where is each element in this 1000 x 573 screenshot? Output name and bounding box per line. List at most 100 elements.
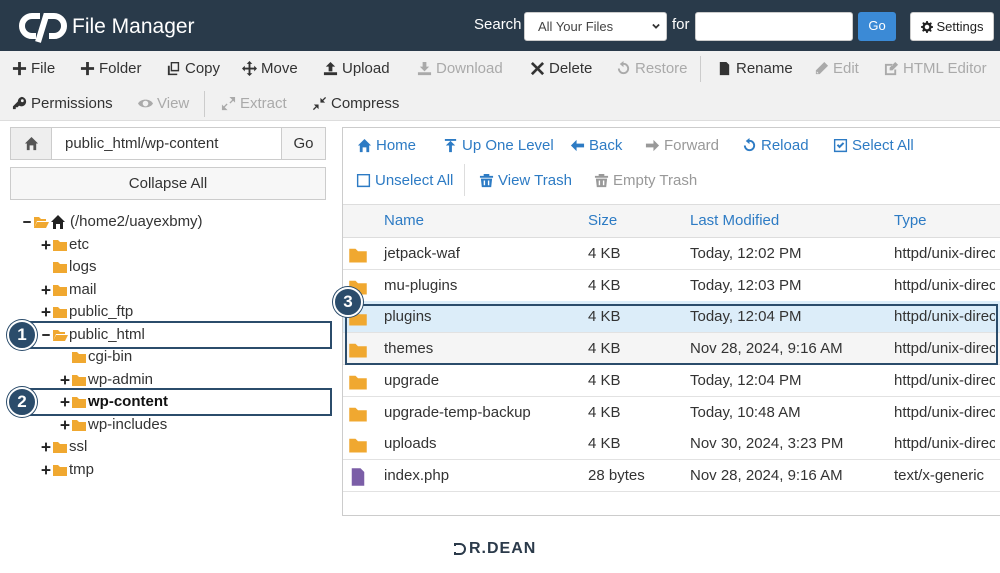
button-label: Extract [240,94,287,112]
button-label: Go [293,135,314,152]
icon [357,138,372,152]
icon [479,173,494,187]
nav-button[interactable]: Unselect All [356,170,453,190]
path-input[interactable]: public_html/wp-content [51,127,282,160]
icon-shape [41,307,51,317]
tree-node[interactable]: logs [0,256,330,278]
icon [617,60,630,74]
tree-label: public_ftp [69,303,134,320]
toolbar-button: Download [417,58,503,78]
file-cell: mu-plugins [384,276,458,294]
icon-shape [479,173,494,187]
file-row[interactable]: mu-plugins 4 KB Today, 12:03 PM httpd/unix-… [343,269,1000,302]
button-label: File [31,59,56,77]
annotation-box [345,304,998,365]
button-label: Go [868,18,886,33]
icon [652,23,660,29]
button-label: Empty Trash [613,171,698,189]
file-cell: Today, 12:02 PM [690,245,802,262]
tree-node[interactable]: wp-admin [0,369,330,391]
search-scope-select[interactable]: All Your Files [524,12,667,41]
toolbar-button[interactable]: Rename [717,58,793,78]
annotation-marker: 2 [7,387,37,417]
icon [41,465,51,474]
search-go-button[interactable]: Go [858,12,896,41]
search-input[interactable] [695,12,853,41]
file-row[interactable]: upgrade 4 KB Today, 12:04 PM httpd/unix-dir… [343,364,1000,397]
file-cell: Nov 30, 2024, 3:23 PM [690,435,844,453]
icon [356,173,371,187]
toolbar-button[interactable]: Move [242,58,298,78]
settings-button[interactable]: Settings [910,12,994,41]
file-cell: httpd/unix-directory [894,435,995,453]
file-cell: httpd/unix-directory [894,403,995,421]
path-go-button[interactable]: Go [281,127,326,160]
nav-button[interactable]: Reload [742,135,809,155]
file-cell: 4 KB [588,340,621,358]
file-row[interactable]: index.php 28 bytes Nov 28, 2024, 9:16 AM te… [343,459,1000,492]
icon [24,136,39,151]
button-label: View [157,94,190,112]
toolbar-button[interactable]: Folder [80,58,142,78]
tree-node[interactable]: wp-includes [0,414,330,436]
column-header: Size [588,212,618,229]
file-cell: Today, 10:48 AM [690,403,801,421]
file-cell: Nov 28, 2024, 9:16 AM [690,466,843,484]
tree-node[interactable]: etc [0,234,330,256]
tree-node[interactable]: public_ftp [0,301,330,323]
toolbar-bar [0,51,1000,121]
toolbar-button[interactable]: Delete [530,58,592,78]
file-row[interactable]: plugins 4 KB Today, 12:04 PM httpd/unix-dir… [343,301,1000,334]
toolbar-button[interactable]: Permissions [12,93,113,113]
toolbar-button[interactable]: Upload [323,58,390,78]
file-cell: httpd/unix-directory [894,276,995,294]
tree-label: logs [69,258,97,275]
nav-button[interactable]: Select All [833,135,914,155]
icon [53,442,67,453]
tree-node[interactable]: (/home2/uayexbmy) [0,211,330,233]
button-label: Restore [635,59,688,77]
icon [167,61,180,75]
tree-label: mail [69,280,97,298]
tree-node[interactable]: public_html [0,324,330,346]
icon-shape [417,61,432,75]
tree-node[interactable]: cgi-bin [0,346,330,368]
nav-button[interactable]: View Trash [479,170,572,190]
nav-separator [464,164,465,196]
nav-button[interactable]: Back [570,135,622,155]
icon-shape [221,96,236,110]
file-row[interactable]: upgrade-temp-backup 4 KB Today, 10:48 AM ht… [343,396,1000,429]
icon [72,397,86,408]
file-cell: 4 KB [588,435,621,453]
toolbar-button[interactable]: Compress [312,93,399,113]
tree-node[interactable]: mail [0,279,330,301]
nav-button[interactable]: Home [357,135,416,155]
icon [349,438,367,453]
toolbar-button[interactable]: File [12,58,55,78]
icon-shape [349,248,367,263]
file-row[interactable]: jetpack-waf 4 KB Today, 12:02 PM httpd/unix… [343,238,1000,270]
toolbar-button[interactable]: Copy [166,58,220,78]
tree-node[interactable]: wp-content [0,391,330,413]
tree-label: ssl [69,438,88,455]
icon [72,374,86,386]
file-row[interactable]: themes 4 KB Nov 28, 2024, 9:16 AM httpd/uni… [343,333,1000,366]
nav-button[interactable]: Up One Level [443,135,554,155]
icon-shape [53,239,67,251]
button-label: Compress [331,94,400,112]
file-row[interactable]: uploads 4 KB Nov 30, 2024, 3:23 PM httpd/un… [343,428,1000,461]
icon [417,61,432,75]
collapse-all-button[interactable]: Collapse All [10,167,326,200]
button-label: Move [261,59,298,77]
tree-label: tmp [69,460,95,478]
icon-shape [53,284,67,296]
toolbar-button: Restore [616,58,688,78]
icon [53,262,67,273]
for-label: for [672,16,690,33]
icon-shape [12,61,27,75]
home-path-button[interactable] [10,127,52,160]
button-label: Home [376,136,417,154]
tree-node[interactable]: ssl [0,436,330,458]
tree-node[interactable]: tmp [0,459,330,481]
icon [41,307,51,317]
